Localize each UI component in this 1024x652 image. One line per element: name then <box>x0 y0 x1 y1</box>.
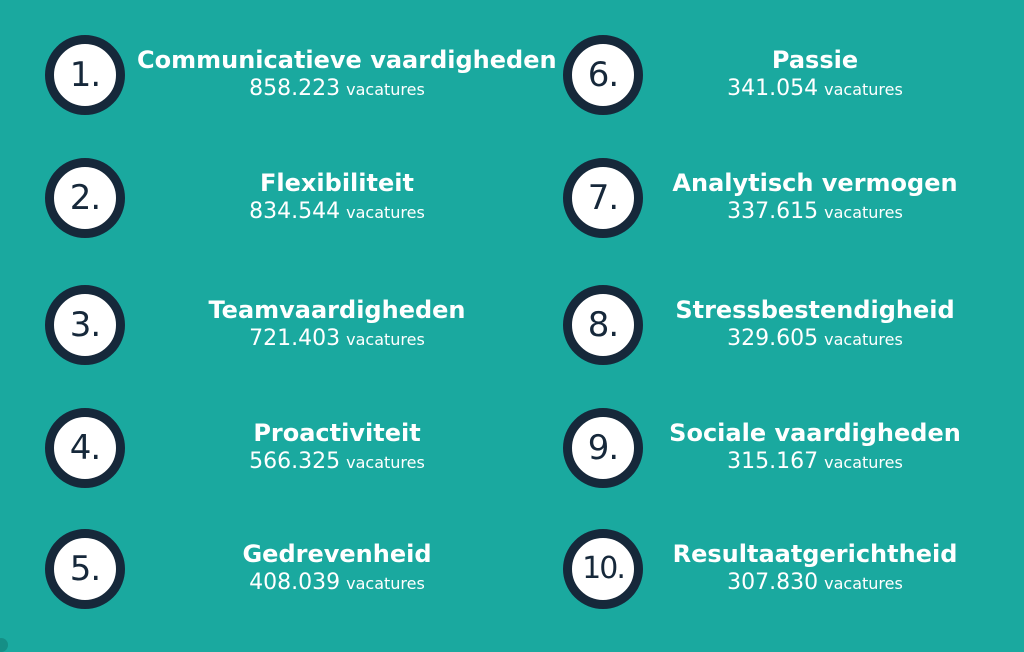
skill-name: Communicatieve vaardigheden <box>137 46 557 74</box>
skill-name: Resultaatgerichtheid <box>672 540 958 568</box>
vacancy-unit: vacatures <box>346 80 425 99</box>
skill-name: Passie <box>771 46 859 74</box>
vacancy-unit: vacatures <box>346 203 425 222</box>
skill-name: Sociale vaardigheden <box>669 419 961 447</box>
vacancy-count: 408.039 <box>249 570 341 595</box>
skill-name: Analytisch vermogen <box>672 169 958 197</box>
vacancy-unit: vacatures <box>824 574 903 593</box>
ranking-text: Gedrevenheid 408.039 vacatures <box>137 539 537 598</box>
vacancy-unit: vacatures <box>824 80 903 99</box>
vacancy-count-line: 566.325 vacatures <box>137 448 537 477</box>
rank-badge: 9. <box>563 408 643 488</box>
rank-badge: 7. <box>563 158 643 238</box>
vacancy-unit: vacatures <box>824 453 903 472</box>
rank-badge: 6. <box>563 35 643 115</box>
vacancy-count-line: 858.223 vacatures <box>137 75 537 104</box>
vacancy-unit: vacatures <box>346 574 425 593</box>
rank-badge: 10. <box>563 529 643 609</box>
vacancy-count: 315.167 <box>727 449 819 474</box>
vacancy-unit: vacatures <box>824 203 903 222</box>
ranking-text: Sociale vaardigheden 315.167 vacatures <box>654 418 976 477</box>
rank-badge: 3. <box>45 285 125 365</box>
vacancy-count-line: 341.054 vacatures <box>654 75 976 104</box>
ranking-text: Passie 341.054 vacatures <box>654 45 976 104</box>
rank-badge: 2. <box>45 158 125 238</box>
vacancy-unit: vacatures <box>346 330 425 349</box>
vacancy-count: 307.830 <box>727 570 819 595</box>
vacancy-count-line: 315.167 vacatures <box>654 448 976 477</box>
vacancy-count-line: 721.403 vacatures <box>137 325 537 354</box>
vacancy-count: 337.615 <box>727 199 819 224</box>
rank-badge: 4. <box>45 408 125 488</box>
vacancy-count-line: 329.605 vacatures <box>654 325 976 354</box>
vacancy-count: 721.403 <box>249 326 341 351</box>
ranking-text: Communicatieve vaardigheden 858.223 vacat… <box>137 45 557 104</box>
skill-name: Proactiviteit <box>253 419 421 447</box>
vacancy-count-line: 408.039 vacatures <box>137 569 537 598</box>
skill-name: Teamvaardigheden <box>208 296 466 324</box>
vacancy-unit: vacatures <box>346 453 425 472</box>
vacancy-count: 834.544 <box>249 199 341 224</box>
ranking-text: Flexibiliteit 834.544 vacatures <box>137 168 537 227</box>
ranking-text: Analytisch vermogen 337.615 vacatures <box>654 168 976 227</box>
vacancy-count: 858.223 <box>249 76 341 101</box>
skill-name: Flexibiliteit <box>260 169 414 197</box>
vacancy-count-line: 337.615 vacatures <box>654 198 976 227</box>
vacancy-count: 329.605 <box>727 326 819 351</box>
skill-name: Stressbestendigheid <box>675 296 955 324</box>
ranking-text: Teamvaardigheden 721.403 vacatures <box>137 295 537 354</box>
rank-badge: 5. <box>45 529 125 609</box>
vacancy-count-line: 834.544 vacatures <box>137 198 537 227</box>
vacancy-count: 566.325 <box>249 449 341 474</box>
ranking-text: Proactiviteit 566.325 vacatures <box>137 418 537 477</box>
ranking-text: Stressbestendigheid 329.605 vacatures <box>654 295 976 354</box>
skill-name: Gedrevenheid <box>242 540 432 568</box>
vacancy-unit: vacatures <box>824 330 903 349</box>
vacancy-count-line: 307.830 vacatures <box>654 569 976 598</box>
rank-badge: 8. <box>563 285 643 365</box>
corner-decoration <box>0 638 8 652</box>
rank-badge: 1. <box>45 35 125 115</box>
vacancy-count: 341.054 <box>727 76 819 101</box>
ranking-text: Resultaatgerichtheid 307.830 vacatures <box>654 539 976 598</box>
